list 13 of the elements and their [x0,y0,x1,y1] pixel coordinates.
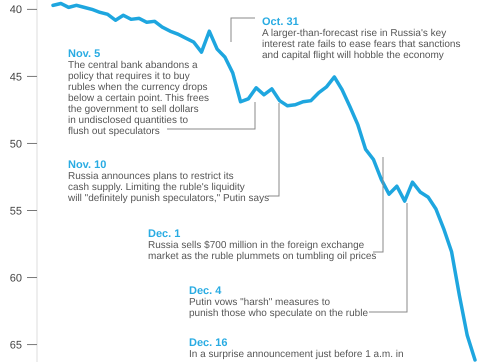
annotation: Nov. 10 Russia announces plans to restrict its cash supply. Limiting the ruble's liquidity will "definitely punish speculators," Putin says [67,159,270,204]
line-series [51,2,477,362]
annotation: Nov. 5 The central bank abandons a policy that requires it to buy rubles when the currency drops below a certain point. This frees the government to sell dollars in undisclosed quantities to flush out speculators [68,48,210,137]
y-tick-label: 45 [10,71,22,84]
annotation: Dec. 4 Putin vows "harsh" measures to punish those who speculate on the ruble [189,285,368,319]
y-tick-label: 40 [10,4,22,16]
y-tick-label: 50 [10,138,22,150]
y-tick-label: 65 [10,339,22,352]
annotation: Dec. 1 Russia sells $700 million in the foreign exchange market as the ruble plummets on tumbling oil prices [148,228,376,262]
annotation: Oct. 31 A larger-than-forecast rise in Russia's key interest rate fails to ease fears that sanctions and capital flight will hobble the economy [262,16,460,61]
annotation: Dec. 16 In a surprise announcement just before 1 a.m. in [189,337,404,360]
y-tick-label: 60 [10,272,22,284]
y-tick-label: 55 [10,205,22,218]
